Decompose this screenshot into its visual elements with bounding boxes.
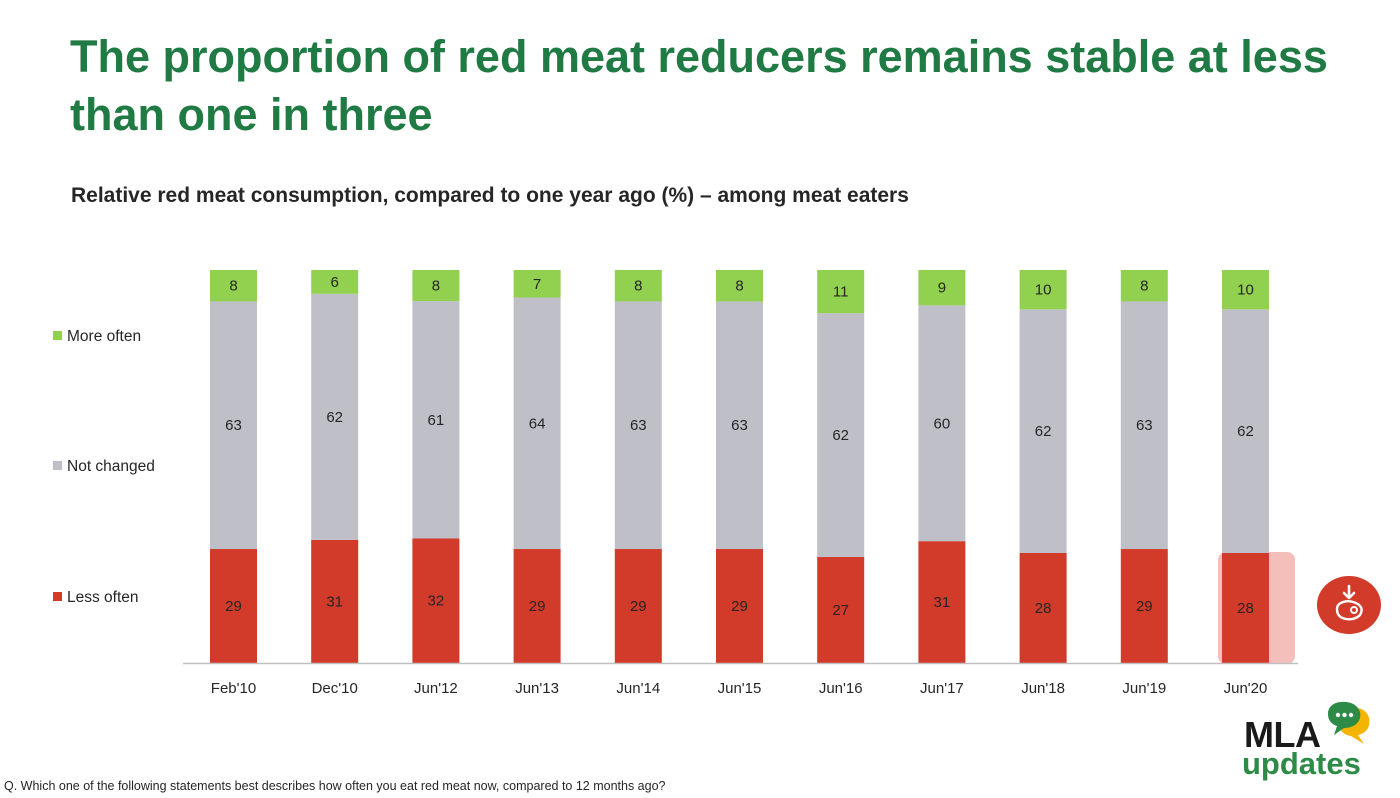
bar-not-changed-jun-18 (1019, 309, 1067, 553)
logo-text-sub: updates (1242, 746, 1361, 781)
question-footnote: Q. Which one of the following statements… (4, 779, 666, 793)
bar-not-changed-jun-17 (918, 305, 966, 542)
bar-less-often-jun-17 (918, 541, 966, 663)
data-label-less-often-jun-14: 29 (630, 598, 647, 615)
bar-not-changed-jun-14 (614, 301, 662, 550)
data-label-more-often-jun-17: 9 (938, 280, 946, 297)
data-label-less-often-jun-19: 29 (1136, 598, 1153, 615)
bar-more-often-dec-10 (311, 270, 359, 294)
data-label-less-often-jun-20: 28 (1237, 600, 1254, 617)
data-label-not-changed-jun-17: 60 (934, 415, 951, 432)
logo-text-main: MLA (1244, 714, 1321, 755)
data-label-more-often-jun-14: 8 (634, 278, 642, 295)
legend-swatch-more-often (53, 331, 62, 340)
x-tick-label-jun-13: Jun'13 (515, 680, 559, 697)
bar-less-often-jun-12 (412, 538, 460, 663)
bar-more-often-feb-10 (210, 270, 257, 302)
data-label-not-changed-jun-16: 62 (832, 427, 849, 444)
data-label-not-changed-jun-15: 63 (731, 417, 748, 434)
x-tick-label-feb-10: Feb'10 (211, 680, 256, 697)
bar-less-often-jun-18 (1019, 552, 1067, 663)
speech-bubbles-icon (1328, 701, 1370, 744)
data-label-less-often-jun-16: 27 (832, 602, 849, 619)
bar-less-often-dec-10 (311, 539, 359, 663)
data-label-not-changed-jun-20: 62 (1237, 423, 1254, 440)
legend-swatch-not-changed (53, 461, 62, 470)
data-label-more-often-jun-20: 10 (1237, 282, 1254, 299)
data-label-more-often-feb-10: 8 (229, 278, 237, 295)
bar-more-often-jun-20 (1222, 270, 1269, 310)
data-label-not-changed-jun-18: 62 (1035, 423, 1052, 440)
x-tick-label-jun-19: Jun'19 (1122, 680, 1166, 697)
data-label-less-often-jun-15: 29 (731, 598, 748, 615)
legend-swatch-less-often (53, 592, 62, 601)
data-label-not-changed-jun-12: 61 (428, 412, 445, 429)
bar-more-often-jun-14 (614, 270, 662, 302)
data-label-more-often-jun-19: 8 (1140, 278, 1148, 295)
bar-less-often-jun-14 (614, 549, 662, 663)
x-tick-label-jun-12: Jun'12 (414, 680, 458, 697)
labels-layer: 29 63 8 31 62 6 32 61 8 29 64 7 29 63 8 29 63 8 27 62 11 31 60… (225, 274, 1254, 619)
bar-not-changed-jun-19 (1120, 301, 1168, 550)
data-label-less-often-jun-18: 28 (1035, 600, 1052, 617)
bar-less-often-jun-20 (1222, 552, 1269, 663)
legend-label-more-often: More often (67, 328, 141, 345)
bar-more-often-jun-19 (1120, 270, 1168, 302)
slide-title: The proportion of red meat reducers rema… (70, 31, 1328, 140)
bars-layer (210, 270, 1269, 663)
bar-more-often-jun-12 (412, 270, 460, 302)
data-label-not-changed-jun-19: 63 (1136, 417, 1153, 434)
x-tick-label-dec-10: Dec'10 (312, 680, 358, 697)
bar-not-changed-jun-12 (412, 301, 460, 539)
x-tick-label-jun-17: Jun'17 (920, 680, 964, 697)
legend-label-not-changed: Not changed (67, 458, 155, 475)
bar-more-often-jun-16 (817, 270, 865, 314)
bar-more-often-jun-15 (716, 270, 763, 302)
bar-not-changed-jun-16 (817, 313, 865, 557)
bar-less-often-jun-19 (1120, 549, 1168, 663)
bar-more-often-jun-13 (513, 270, 561, 298)
data-label-more-often-dec-10: 6 (331, 274, 339, 291)
bar-not-changed-dec-10 (311, 293, 359, 540)
bar-more-often-jun-18 (1019, 270, 1067, 310)
steak-down-arrow-icon (1317, 576, 1381, 634)
bar-less-often-jun-13 (513, 549, 561, 663)
x-tick-label-jun-16: Jun'16 (819, 680, 863, 697)
data-label-more-often-jun-18: 10 (1035, 282, 1052, 299)
x-tick-labels: Feb'10 Dec'10 Jun'12 Jun'13 Jun'14 Jun'15 Jun'… (211, 680, 1268, 697)
x-tick-label-jun-18: Jun'18 (1021, 680, 1065, 697)
data-label-less-often-dec-10: 31 (326, 593, 343, 610)
legend: More often Not changed Less often (53, 328, 155, 606)
bar-less-often-jun-16 (817, 556, 865, 663)
data-label-not-changed-dec-10: 62 (326, 409, 343, 426)
data-label-more-often-jun-15: 8 (735, 278, 743, 295)
legend-label-less-often: Less often (67, 589, 139, 606)
x-tick-label-jun-15: Jun'15 (718, 680, 762, 697)
x-tick-label-jun-20: Jun'20 (1224, 680, 1268, 697)
data-label-more-often-jun-13: 7 (533, 276, 541, 293)
bar-not-changed-jun-20 (1222, 309, 1269, 553)
x-tick-label-jun-14: Jun'14 (616, 680, 660, 697)
data-label-not-changed-jun-14: 63 (630, 417, 647, 434)
data-label-not-changed-jun-13: 64 (529, 415, 546, 432)
bar-not-changed-jun-15 (716, 301, 763, 550)
mla-updates-logo: MLA updates (1240, 700, 1380, 788)
bar-not-changed-jun-13 (513, 297, 561, 550)
data-label-less-often-jun-13: 29 (529, 598, 546, 615)
bar-less-often-jun-15 (716, 549, 763, 663)
bar-more-often-jun-17 (918, 270, 966, 306)
chart-subtitle: Relative red meat consumption, compared … (71, 184, 909, 207)
bar-not-changed-feb-10 (210, 301, 257, 550)
data-label-more-often-jun-16: 11 (833, 284, 849, 301)
bar-less-often-feb-10 (210, 549, 257, 663)
data-label-more-often-jun-12: 8 (432, 278, 440, 295)
data-label-less-often-jun-12: 32 (428, 593, 445, 610)
data-label-less-often-jun-17: 31 (934, 594, 951, 611)
data-label-less-often-feb-10: 29 (225, 598, 242, 615)
data-label-not-changed-feb-10: 63 (225, 417, 242, 434)
